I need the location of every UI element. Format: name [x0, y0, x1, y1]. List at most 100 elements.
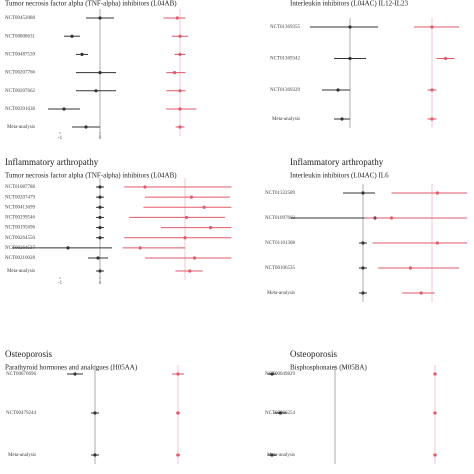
point-estimate — [430, 88, 434, 92]
point-estimate — [188, 269, 192, 273]
point-estimate — [70, 34, 74, 38]
point-estimate — [98, 236, 102, 240]
point-estimate — [98, 185, 102, 189]
row-label: Meta-analysis — [7, 269, 35, 274]
panel-subtitle: Interleukin inhibitors (L04AC) IL6 — [290, 172, 389, 180]
panel-title: Inflammatory arthropathy — [5, 157, 99, 167]
row-label: NCT00106535 — [265, 266, 296, 271]
row-label: NCT00264537 — [5, 246, 36, 251]
point-estimate — [98, 16, 102, 20]
point-estimate — [98, 215, 102, 220]
row-label: NCT01369355 — [270, 25, 301, 30]
point-estimate — [178, 34, 182, 38]
row-label: NCT01369329 — [270, 88, 301, 93]
point-estimate — [98, 195, 102, 199]
point-estimate — [176, 411, 180, 415]
point-estimate — [183, 236, 187, 240]
point-estimate — [278, 411, 282, 415]
point-estimate — [185, 215, 189, 220]
point-estimate — [178, 89, 182, 93]
point-estimate — [435, 191, 439, 195]
point-estimate — [143, 185, 147, 189]
row-label: NCT00299546 — [5, 216, 36, 221]
point-estimate — [178, 125, 182, 129]
point-estimate — [348, 25, 352, 29]
point-estimate — [84, 125, 88, 129]
panel-subtitle: Bisphosphonates (M05BA) — [290, 364, 367, 372]
point-estimate — [433, 411, 437, 415]
row-label: NCT01369342 — [270, 57, 301, 62]
row-label: NCT00207662 — [5, 89, 36, 94]
point-estimate — [348, 56, 352, 61]
point-estimate — [178, 52, 182, 57]
x-tick-label: 0 — [99, 136, 102, 141]
point-estimate — [202, 205, 206, 209]
row-label: NCT00207766 — [5, 71, 36, 76]
panel-title: Osteoporosis — [290, 349, 337, 359]
point-estimate — [189, 195, 193, 199]
point-estimate — [340, 117, 344, 121]
point-estimate — [270, 453, 274, 457]
point-estimate — [138, 246, 142, 250]
point-estimate — [435, 241, 439, 245]
row-label: NCT00452088 — [5, 16, 36, 21]
point-estimate — [176, 453, 180, 457]
point-estimate — [430, 117, 434, 121]
row-label: NCT01332589 — [265, 191, 296, 196]
point-estimate — [361, 241, 365, 245]
point-estimate — [93, 453, 97, 457]
point-estimate — [408, 266, 412, 270]
row-label: NCT00413699 — [5, 205, 36, 210]
point-estimate — [389, 216, 394, 220]
row-label: NCT00210028 — [5, 256, 36, 261]
point-estimate — [176, 372, 180, 376]
point-estimate — [98, 205, 102, 209]
row-label: Meta-analysis — [267, 453, 295, 458]
point-estimate — [443, 56, 448, 61]
point-estimate — [94, 89, 98, 93]
x-tick-label: 0 — [99, 281, 102, 286]
point-estimate — [193, 256, 197, 260]
point-estimate — [66, 246, 70, 250]
row-label: NCT00479244 — [6, 411, 37, 416]
point-estimate — [361, 191, 365, 195]
point-estimate — [433, 372, 437, 376]
row-label: NCT01087788 — [5, 185, 36, 190]
point-estimate — [419, 291, 423, 295]
point-estimate — [209, 225, 213, 230]
panel-subtitle: Tumor necrosis factor alpha (TNF-alpha) … — [5, 172, 177, 180]
row-label: NCT01097603 — [265, 216, 296, 221]
point-estimate — [80, 52, 84, 57]
point-estimate — [98, 71, 102, 75]
point-estimate — [93, 411, 97, 415]
row-label: NCT00808631 — [5, 34, 36, 39]
point-estimate — [361, 266, 365, 270]
row-label: NCT00207479 — [5, 195, 36, 200]
panel-title: Osteoporosis — [5, 349, 52, 359]
point-estimate — [98, 225, 102, 230]
point-estimate — [430, 25, 434, 29]
point-estimate — [73, 372, 77, 376]
x-tick-label: -1 — [58, 281, 63, 286]
row-label: NCT00670696 — [6, 372, 37, 377]
point-estimate — [433, 453, 437, 457]
panel-subtitle: Parathyroid hormones and analogues (H05A… — [5, 364, 138, 372]
point-estimate — [62, 107, 66, 111]
point-estimate — [98, 269, 102, 273]
point-estimate — [96, 256, 100, 260]
panel-subtitle: Interleukin inhibitors (L04AC) IL12-IL23 — [290, 0, 409, 8]
row-label: Meta-analysis — [8, 453, 36, 458]
row-label: NCT00487539 — [5, 53, 36, 58]
point-estimate — [175, 16, 179, 20]
row-label: NCT00049829 — [265, 372, 296, 377]
point-estimate — [336, 88, 340, 92]
point-estimate — [270, 372, 274, 376]
panel-title: Inflammatory arthropathy — [290, 157, 384, 167]
point-estimate — [172, 71, 177, 75]
row-label: Meta-analysis — [267, 291, 295, 296]
row-label: NCT00264550 — [5, 236, 36, 241]
row-label: NCT01101308 — [265, 241, 295, 246]
row-label: NCT00195696 — [5, 226, 36, 231]
row-label: Meta-analysis — [272, 117, 300, 122]
